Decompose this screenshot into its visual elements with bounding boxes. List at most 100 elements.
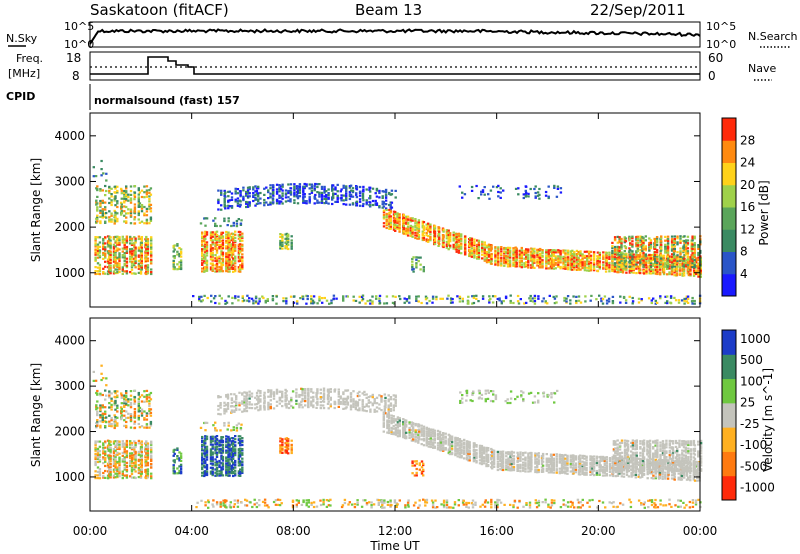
echo-cell: [503, 246, 506, 250]
echo-cell: [287, 237, 290, 241]
echo-cell: [566, 264, 570, 267]
echo-cell: [146, 270, 150, 273]
echo-cell: [500, 260, 503, 263]
echo-cell: [290, 243, 293, 247]
echo-cell: [547, 249, 550, 252]
echo-cell: [279, 440, 282, 443]
echo-cell: [234, 239, 237, 243]
echo-cell: [281, 443, 284, 446]
echo-cell: [133, 246, 136, 249]
echo-cell: [318, 297, 321, 300]
echo-cell: [241, 464, 244, 467]
echo-cell: [137, 262, 141, 265]
echo-cell: [225, 247, 228, 250]
echo-cell: [204, 452, 207, 455]
echo-cell: [508, 265, 512, 268]
echo-cell: [221, 455, 225, 459]
echo-cell: [280, 196, 283, 199]
echo-cell: [239, 264, 242, 267]
echo-cell: [232, 445, 235, 448]
echo-cell: [221, 242, 225, 245]
echo-cell: [449, 240, 452, 243]
echo-cell: [308, 187, 311, 190]
echo-cell: [536, 251, 539, 255]
echo-cell: [279, 444, 282, 447]
echo-cell: [618, 251, 621, 254]
echo-cell: [239, 233, 242, 236]
echo-cell: [402, 230, 405, 233]
echo-cell: [470, 243, 474, 246]
echo-cell: [318, 295, 321, 298]
echo-cell: [129, 208, 133, 211]
echo-cell: [361, 298, 365, 301]
echo-cell: [416, 237, 419, 240]
echo-cell: [654, 272, 658, 275]
colorbar-tick-label: 20: [740, 178, 755, 192]
echo-cell: [140, 448, 143, 451]
echo-cell: [148, 399, 151, 403]
echo-cell: [150, 244, 153, 247]
echo-cell: [306, 297, 309, 301]
echo-cell: [295, 395, 298, 398]
echo-cell: [635, 256, 638, 259]
echo-cell: [259, 406, 262, 410]
echo-cell: [611, 252, 614, 255]
echo-cell: [114, 462, 117, 465]
echo-cell: [500, 300, 503, 303]
power-colorbar-label: Power [dB]: [757, 180, 771, 245]
echo-cell: [636, 239, 639, 242]
echo-cell: [318, 183, 321, 186]
echo-cell: [375, 195, 379, 198]
echo-cell: [102, 462, 105, 465]
echo-cell: [133, 208, 137, 211]
echo-cell: [351, 202, 355, 205]
echo-cell: [679, 235, 682, 238]
echo-cell: [598, 265, 601, 268]
echo-cell: [123, 396, 126, 399]
echo-cell: [284, 233, 287, 236]
echo-cell: [433, 230, 437, 233]
echo-cell: [471, 295, 474, 298]
echo-cell: [296, 185, 300, 188]
echo-cell: [632, 271, 635, 274]
echo-cell: [129, 252, 132, 255]
echo-cell: [664, 262, 667, 265]
echo-cell: [225, 474, 228, 477]
echo-cell: [102, 172, 105, 175]
echo-cell: [518, 253, 521, 256]
echo-cell: [94, 442, 97, 445]
echo-cell: [504, 258, 508, 261]
echo-cell: [442, 234, 445, 237]
echo-cell: [697, 254, 700, 257]
echo-cell: [257, 187, 260, 190]
echo-cell: [243, 410, 246, 413]
echo-cell: [146, 447, 150, 450]
echo-cell: [150, 454, 153, 457]
echo-cell: [422, 231, 426, 234]
echo-cell: [666, 245, 670, 248]
echo-cell: [232, 448, 235, 451]
echo-cell: [108, 185, 111, 188]
echo-cell: [629, 261, 632, 264]
echo-cell: [232, 257, 235, 260]
echo-cell: [129, 210, 133, 213]
echo-cell: [569, 252, 573, 255]
echo-cell: [449, 297, 453, 300]
echo-cell: [230, 440, 233, 443]
echo-cell: [544, 300, 547, 303]
echo-cell: [241, 453, 244, 456]
echo-cell: [687, 270, 691, 273]
echo-cell: [672, 253, 676, 256]
echo-cell: [631, 251, 634, 254]
echo-cell: [239, 438, 242, 441]
echo-cell: [340, 199, 343, 202]
echo-cell: [214, 449, 217, 452]
echo-cell: [689, 274, 692, 277]
echo-cell: [127, 208, 130, 211]
echo-cell: [635, 261, 638, 264]
echo-cell: [146, 449, 150, 453]
echo-cell: [512, 247, 515, 250]
echo-cell: [172, 464, 175, 467]
echo-cell: [133, 476, 136, 479]
echo-cell: [146, 239, 150, 243]
